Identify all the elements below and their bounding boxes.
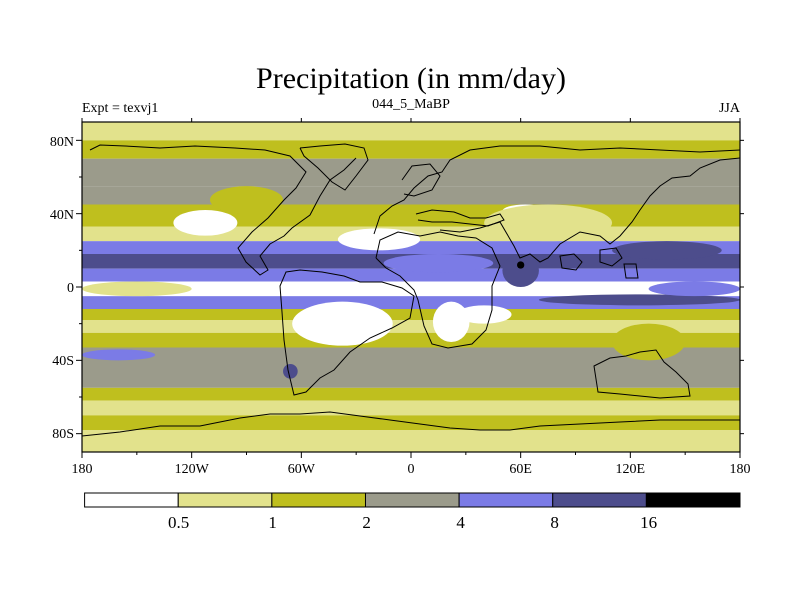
precip-band-1	[82, 140, 740, 159]
coast-greenland	[299, 143, 369, 191]
y-tick-label-80s: 80S	[52, 427, 74, 442]
coast-asia-south	[439, 157, 741, 263]
colorbar-label-16: 16	[640, 513, 657, 532]
x-tick-label-60w: 60W	[288, 462, 316, 477]
coastline-outlines	[81, 143, 741, 437]
colorbar-label-4: 4	[456, 513, 465, 532]
coast-japan	[623, 263, 639, 279]
x-tick-label-120e: 120E	[616, 462, 646, 477]
precip-patch-3	[432, 301, 470, 343]
y-tick-label-40s: 40S	[52, 354, 74, 369]
precip-band-15	[82, 387, 740, 401]
y-tick-label-0: 0	[67, 281, 74, 296]
precip-band-12	[82, 320, 740, 333]
precip-band-13	[82, 332, 740, 348]
coast-north-america	[89, 144, 357, 276]
coast-indonesia-a	[559, 253, 583, 271]
coast-australia	[593, 349, 691, 399]
coast-indonesia-b	[599, 247, 623, 267]
y-tick-label-80n: 80N	[50, 135, 74, 150]
colorbar-swatch-0	[84, 492, 179, 508]
season-label: JJA	[719, 101, 741, 116]
colorbar	[84, 492, 741, 508]
precip-patch-12	[283, 364, 298, 379]
axis-ticks	[76, 118, 744, 458]
precip-patch-0	[173, 210, 238, 236]
colorbar-label-0-5: 0.5	[168, 513, 189, 532]
colorbar-label-2: 2	[362, 513, 371, 532]
precip-patch-11	[82, 349, 156, 361]
colorbar-swatch-1	[177, 492, 273, 508]
precip-patch-16	[82, 281, 192, 297]
precip-patch-8	[517, 261, 525, 269]
coast-africa	[375, 231, 501, 349]
chart-title: Precipitation (in mm/day)	[256, 62, 566, 95]
coast-south-america	[279, 269, 415, 396]
precip-patch-6	[383, 253, 494, 273]
colorbar-swatch-2	[271, 492, 366, 508]
x-tick-label-120w: 120W	[175, 462, 210, 477]
coast-greenland-south	[401, 163, 441, 197]
x-tick-label-180w: 180	[72, 462, 93, 477]
precip-band-18	[82, 430, 740, 452]
precipitation-field	[82, 122, 740, 452]
precip-patch-15	[484, 204, 613, 242]
precip-band-8	[82, 268, 740, 282]
colorbar-label-8: 8	[550, 513, 559, 532]
precip-patch-14	[209, 186, 284, 214]
x-tick-label-180e: 180	[730, 462, 751, 477]
coast-eurasia	[373, 145, 741, 235]
precip-band-9	[82, 281, 740, 297]
precip-patch-13	[612, 323, 686, 361]
precip-patch-1	[337, 228, 421, 251]
colorbar-label-1: 1	[268, 513, 277, 532]
y-tick-label-40n: 40N	[50, 208, 74, 223]
precip-patch-7	[502, 254, 539, 287]
precip-band-6	[82, 241, 740, 254]
colorbar-swatch-3	[364, 492, 460, 508]
precip-patch-4	[456, 305, 512, 324]
precip-band-2	[82, 158, 740, 187]
precip-patch-17	[648, 281, 740, 297]
colorbar-swatch-6	[645, 492, 741, 508]
x-tick-label-60e: 60E	[509, 462, 532, 477]
precip-patch-2	[292, 301, 393, 346]
colorbar-swatch-5	[552, 492, 647, 508]
precip-patch-10	[538, 294, 740, 306]
period-label: 044_5_MaBP	[372, 97, 450, 112]
precip-band-16	[82, 400, 740, 416]
colorbar-swatch-4	[458, 492, 554, 508]
experiment-label: Expt = texvj1	[82, 101, 158, 116]
precip-patch-9	[612, 241, 722, 260]
x-tick-label-0: 0	[408, 462, 415, 477]
precip-band-0	[82, 122, 740, 141]
coast-mediterranean	[415, 209, 505, 227]
coast-antarctica	[81, 411, 740, 437]
